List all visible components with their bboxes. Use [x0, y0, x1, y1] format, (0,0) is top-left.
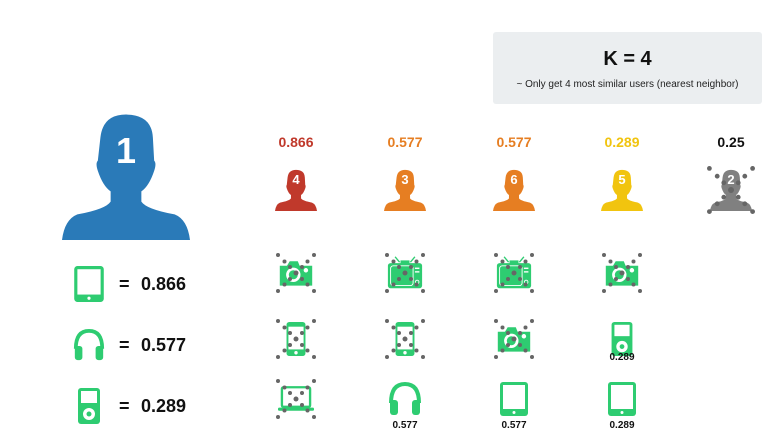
crossed-out-icon: [276, 318, 316, 360]
neighbor-user-id: 4: [292, 172, 300, 187]
crossed-out-icon: [602, 252, 642, 294]
tablet-icon: [604, 381, 640, 417]
target-user: 1: [62, 112, 190, 240]
removed-cross-icon: [707, 163, 755, 217]
target-item-score: 0.289: [141, 396, 187, 416]
headphones-icon: [387, 381, 423, 417]
item-score: 0.289: [609, 352, 635, 363]
neighbor-user-id: 3: [401, 172, 409, 187]
neighbor-user-id: 2: [727, 172, 735, 187]
equals-sign: =: [119, 396, 130, 416]
item-score: 0.577: [501, 420, 527, 431]
k-title: K = 4: [603, 48, 652, 70]
tablet-icon: [72, 265, 106, 303]
crossed-out-icon: [385, 252, 425, 294]
crossed-out-icon: [494, 252, 534, 294]
tablet-icon: [496, 381, 532, 417]
k-info-box: K = 4 ~ Only get 4 most similar users (n…: [493, 32, 762, 104]
item-score: 0.289: [609, 420, 635, 431]
k-subtitle: ~ Only get 4 most similar users (nearest…: [516, 79, 739, 90]
target-item-score: 0.866: [141, 274, 187, 294]
item-score: 0.577: [392, 420, 418, 431]
crossed-out-icon: [494, 318, 534, 360]
neighbor-user-id: 5: [618, 172, 626, 187]
crossed-out-icon: [276, 378, 316, 420]
neighbor-user-id: 6: [510, 172, 518, 187]
neighbor-score: 0.866: [278, 134, 314, 150]
headphones-icon: [72, 326, 106, 364]
neighbor-score: 0.577: [387, 134, 423, 150]
equals-sign: =: [119, 274, 130, 294]
crossed-out-icon: [385, 318, 425, 360]
target-item-score: 0.577: [141, 335, 187, 355]
equals-sign: =: [119, 335, 130, 355]
neighbor-score: 0.577: [496, 134, 532, 150]
ipod-icon: [72, 387, 106, 425]
neighbor-score: 0.25: [717, 134, 745, 150]
neighbor-score: 0.289: [604, 134, 640, 150]
target-user-id: 1: [115, 130, 137, 171]
crossed-out-icon: [276, 252, 316, 294]
